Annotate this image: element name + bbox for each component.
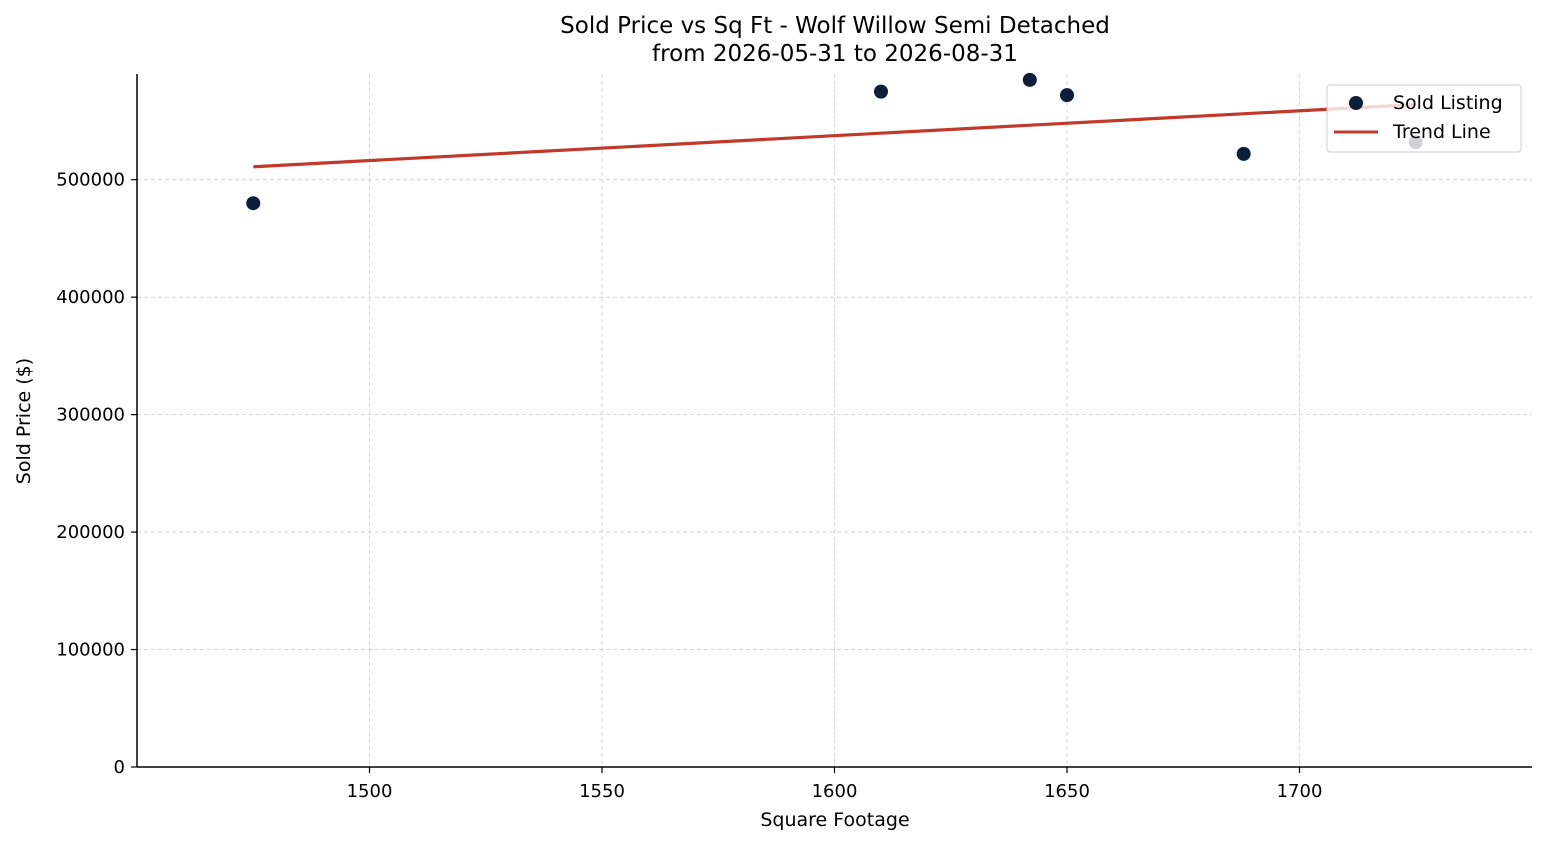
data-point: [1060, 88, 1074, 103]
legend-box: [1326, 84, 1522, 153]
y-tick-label: 300000: [56, 405, 125, 426]
x-tick-label: 1500: [347, 781, 393, 802]
chart-subtitle: from 2026-05-31 to 2026-08-31: [652, 41, 1018, 67]
x-tick-label: 1700: [1277, 781, 1323, 802]
data-point: [874, 84, 888, 99]
y-tick-label: 200000: [56, 522, 125, 543]
chart-title: Sold Price vs Sq Ft - Wolf Willow Semi D…: [560, 13, 1110, 39]
data-point: [246, 196, 261, 211]
grid-layer: [137, 74, 1532, 767]
trend-layer: [253, 102, 1416, 169]
trend-line: [253, 102, 1416, 169]
data-point: [1022, 72, 1037, 87]
legend-label-trend-line: Trend Line: [1392, 121, 1491, 143]
y-tick-label: 400000: [56, 287, 125, 308]
legend: Sold Listing Trend Line: [1326, 84, 1522, 153]
legend-label-sold-listing: Sold Listing: [1393, 92, 1503, 114]
x-tick-label: 1550: [579, 781, 625, 802]
legend-marker-sold-listing: [1349, 96, 1363, 110]
ticks-layer: 1500 1550 1600 1650 1700 0 100000 200000 300000 4…: [56, 170, 1322, 802]
y-tick-label: 0: [114, 757, 125, 778]
data-point: [1236, 146, 1251, 161]
y-tick-label: 500000: [56, 170, 125, 191]
y-axis-label: Sold Price ($): [13, 358, 35, 484]
y-tick-label: 100000: [56, 640, 125, 661]
x-tick-label: 1600: [812, 781, 858, 802]
x-axis-label: Square Footage: [760, 809, 909, 831]
x-tick-label: 1650: [1044, 781, 1090, 802]
